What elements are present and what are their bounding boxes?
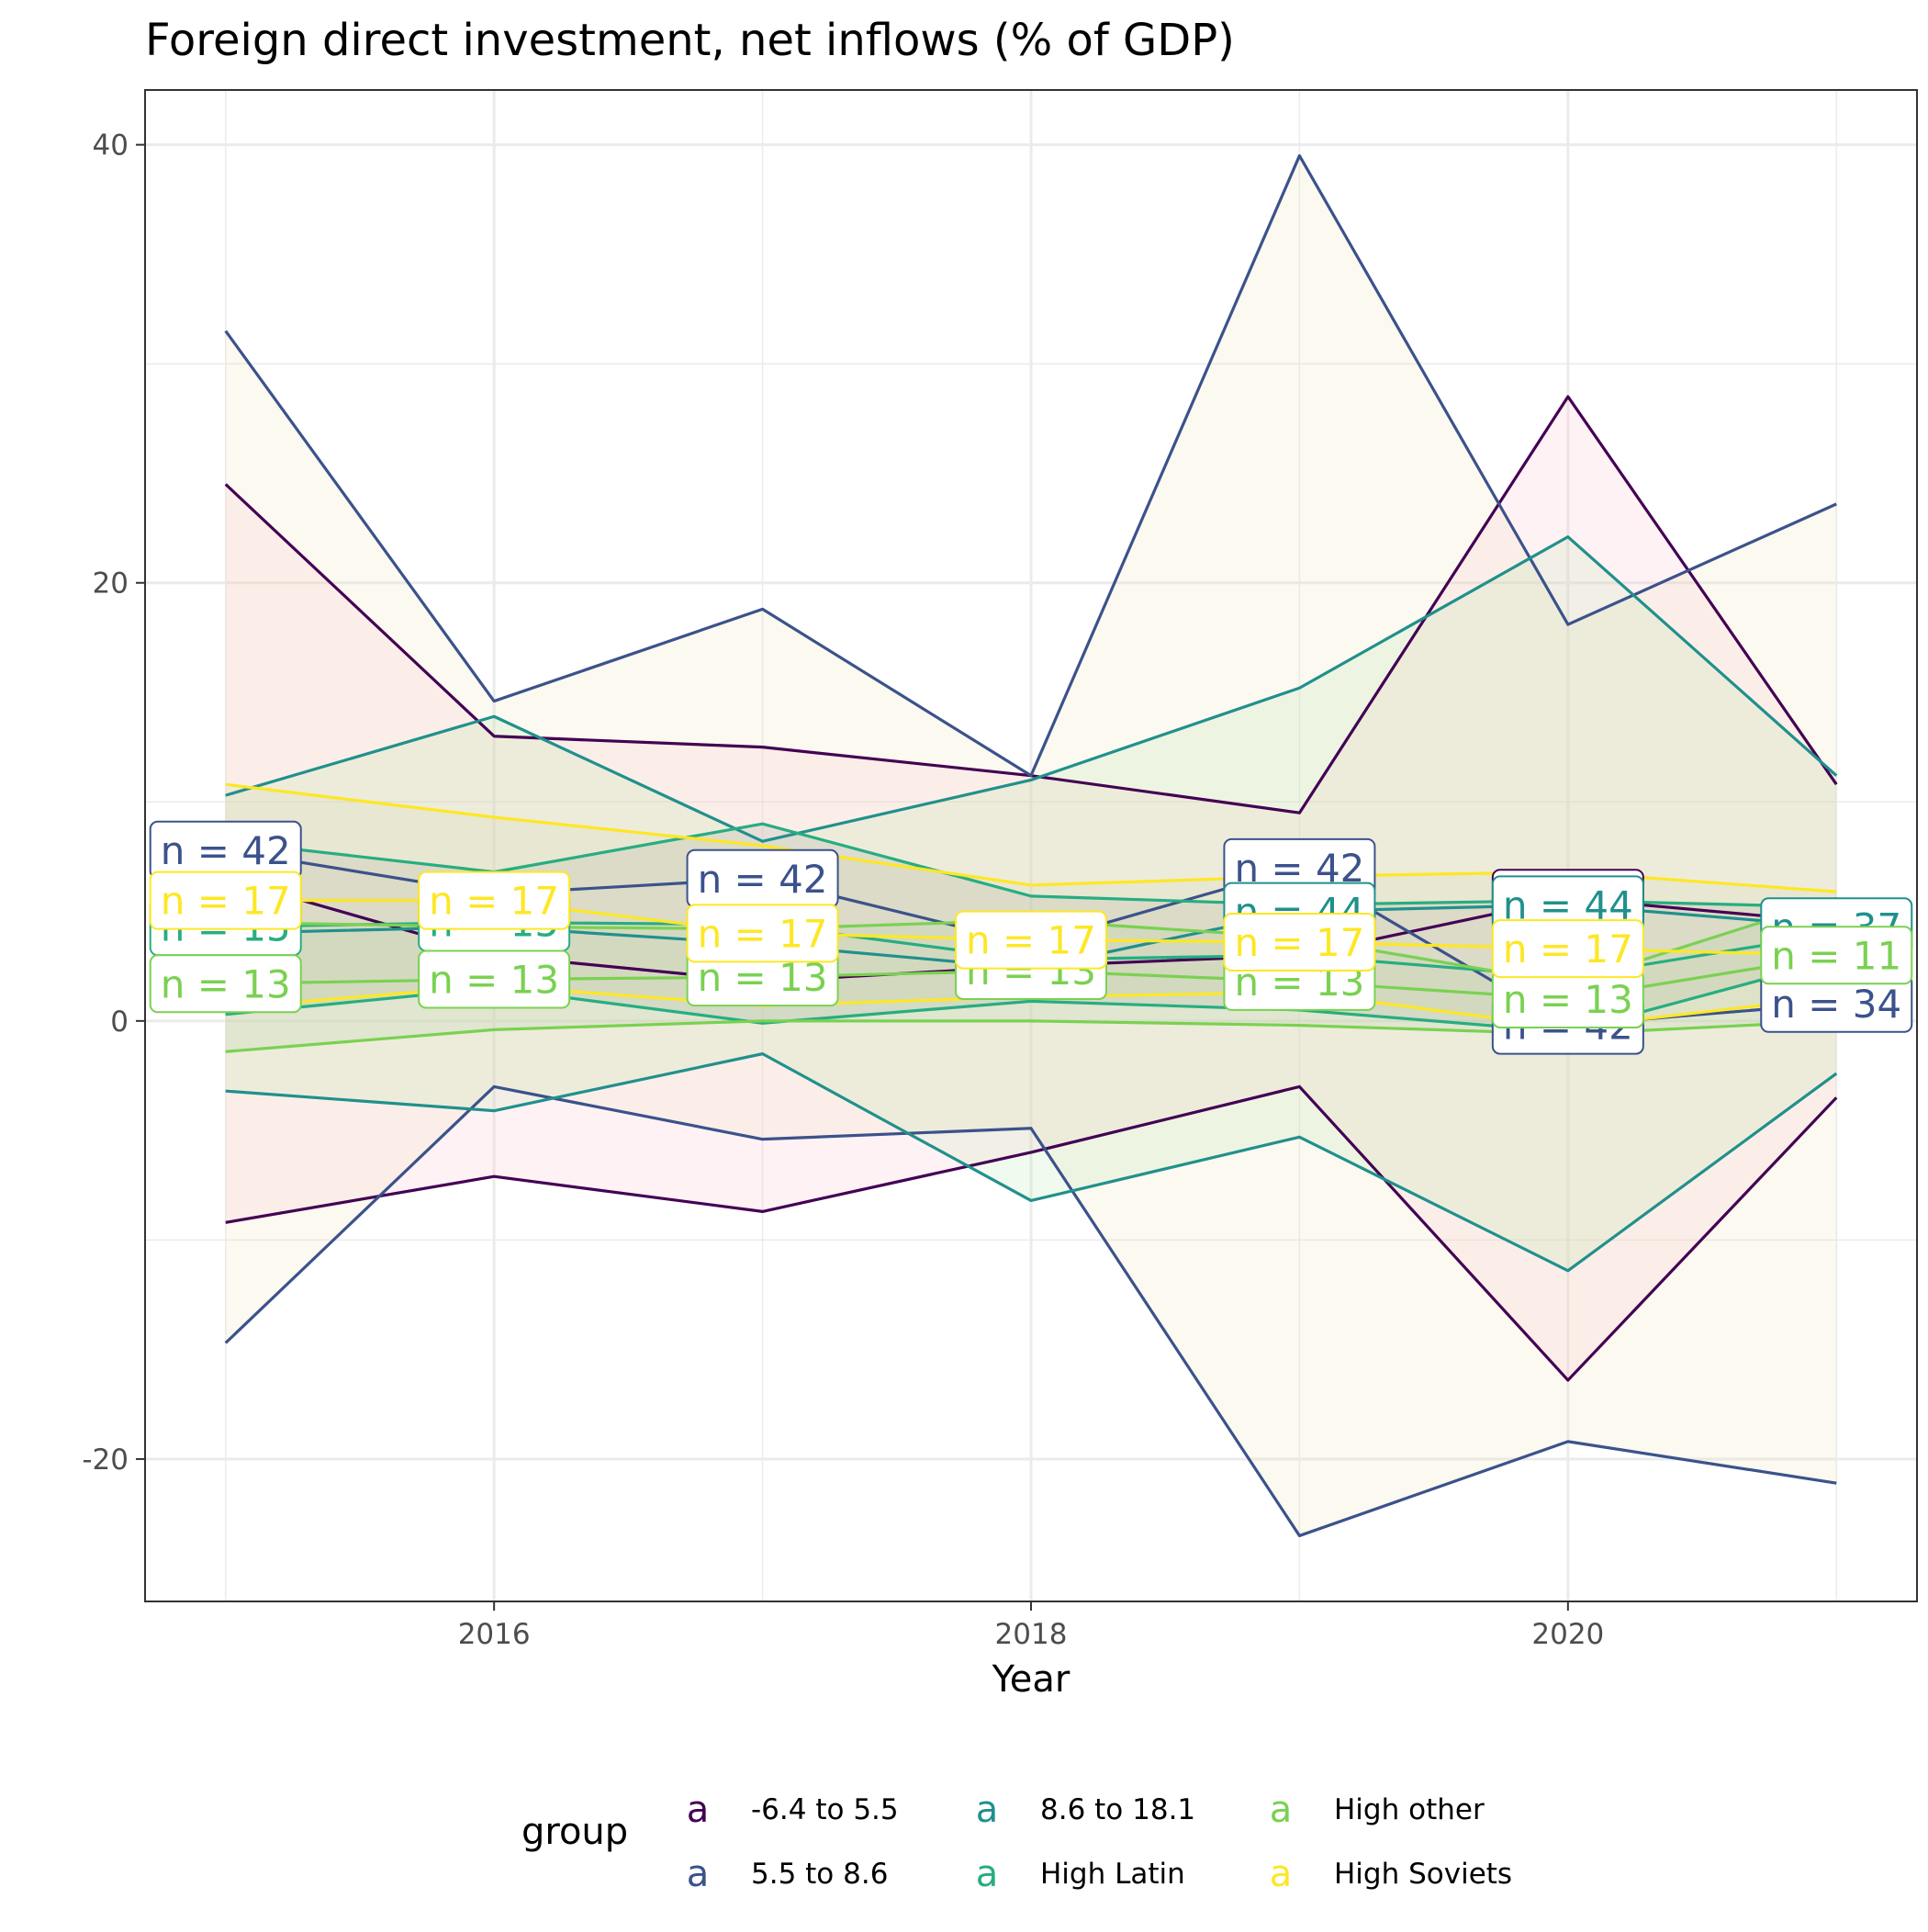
label-text: n = 13 [161,961,291,1006]
y-tick-label: 0 [110,1005,129,1039]
line-upper-series-1 [224,153,1837,778]
label-box [149,954,302,1014]
legend-label: 8.6 to 18.1 [1040,1793,1195,1826]
line-lower-series-1 [224,1084,1837,1538]
x-tick-label: 2016 [458,1618,531,1651]
label-box [418,949,571,1009]
label-box [1223,912,1376,972]
legend-swatch: a [1270,1789,1293,1831]
label-box [1760,926,1913,985]
legend-swatch: a [976,1853,999,1895]
legend-label: 5.5 to 8.6 [751,1858,888,1891]
label-text: n = 17 [698,911,828,956]
axis-layer: -20 0 20 40 2016 2018 2020 [82,129,1604,1651]
label-n-series-1: n = 34 [1760,973,1913,1033]
legend-label: -6.4 to 5.5 [751,1793,899,1826]
legend-item-series-2: a 8.6 to 18.1 [976,1789,1195,1831]
label-text: n = 13 [1503,977,1633,1022]
label-text: n = 13 [429,958,559,1003]
line-lower-series-0 [225,1084,1838,1382]
label-text: n = 42 [161,828,291,873]
label-n-series-5: n = 17 [418,871,571,930]
x-tick-label: 2020 [1531,1618,1604,1651]
label-n-series-1: n = 42 [149,820,302,880]
legend-label: High Latin [1040,1858,1185,1891]
label-n-series-1: n = 42 [686,848,839,908]
line-lower-series-2 [225,1052,1838,1273]
legend-items: a -6.4 to 5.5 a 5.5 to 8.6 a 8.6 to 18.1 a High… [687,1789,1512,1895]
legend: group a -6.4 to 5.5 a 5.5 to 8.6 a 8.6 to 18.… [521,1789,1512,1895]
legend-item-series-0: a -6.4 to 5.5 [687,1789,899,1831]
label-box [955,910,1107,970]
label-layer: n = 36n = 42n = 42n = 42n = 42n = 34n = … [149,820,1913,1055]
legend-item-series-3: a High Latin [976,1853,1185,1895]
y-tick-label: -20 [82,1443,129,1477]
legend-item-series-5: a High Soviets [1270,1853,1512,1895]
label-n-series-4: n = 13 [149,954,302,1014]
line-upper-series-2 [225,535,1838,843]
legend-swatch: a [687,1853,710,1895]
label-text: n = 17 [1234,920,1364,965]
legend-item-series-4: a High other [1270,1789,1485,1831]
legend-label: High other [1334,1793,1485,1826]
label-n-series-4: n = 13 [1491,969,1644,1028]
label-box [149,871,302,930]
label-text: n = 17 [966,918,1096,963]
label-n-series-5: n = 17 [686,904,839,963]
label-n-series-5: n = 17 [955,910,1107,970]
label-n-series-4: n = 13 [418,949,571,1009]
chart-title: Foreign direct investment, net inflows (… [145,15,1235,66]
label-text: n = 17 [1503,927,1633,972]
y-tick-label: 40 [93,129,129,163]
label-box [686,904,839,963]
label-text: n = 34 [1771,982,1901,1027]
x-axis-title: Year [992,1658,1070,1701]
ribbon-series-2 [225,536,1837,1271]
legend-label: High Soviets [1334,1858,1512,1891]
grid-layer [145,90,1917,1601]
label-n-series-5: n = 17 [1223,912,1376,972]
label-text: n = 17 [429,879,559,924]
label-box [418,871,571,930]
legend-swatch: a [687,1789,710,1831]
x-tick-label: 2018 [995,1618,1068,1651]
label-text: n = 11 [1771,933,1901,978]
legend-swatch: a [1270,1853,1293,1895]
legend-swatch: a [976,1789,999,1831]
label-box [1491,919,1644,979]
label-n-series-5: n = 17 [149,871,302,930]
ribbon-series-0 [225,396,1837,1381]
legend-title: group [521,1811,628,1853]
ribbon-series-1 [225,155,1837,1536]
y-tick-label: 20 [93,567,129,601]
label-n-series-5: n = 17 [1491,919,1644,979]
legend-item-series-1: a 5.5 to 8.6 [687,1853,889,1895]
label-text: n = 17 [161,879,291,924]
label-text: n = 42 [698,857,828,902]
label-n-series-4: n = 11 [1760,926,1913,985]
